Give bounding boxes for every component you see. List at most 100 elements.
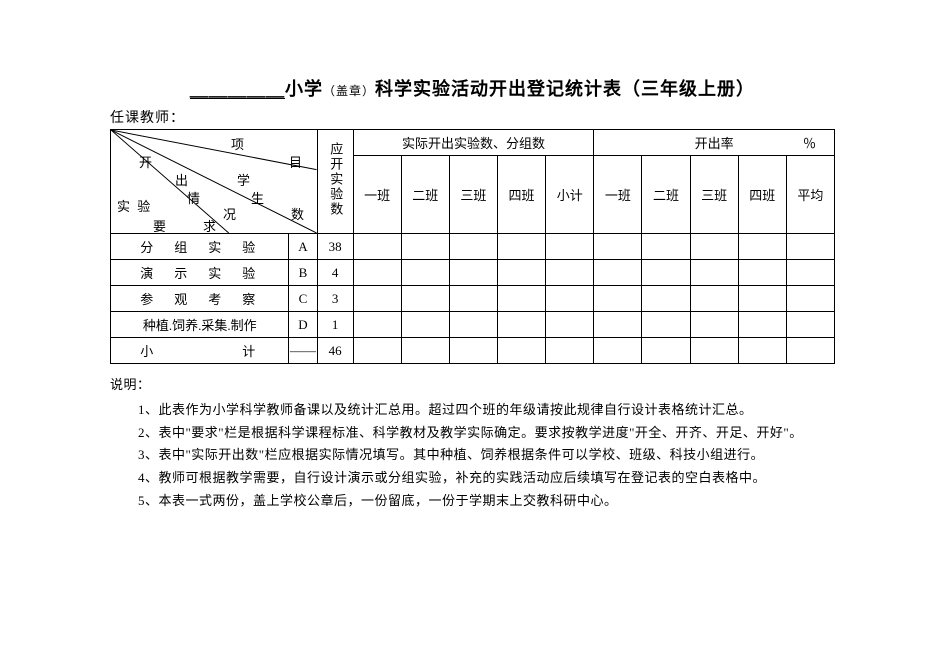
cell [498,312,546,338]
sub-col: 二班 [401,156,449,234]
row-label: 小 计 [111,338,289,364]
cell [401,312,449,338]
row-required: 4 [317,260,353,286]
row-required: 1 [317,312,353,338]
cell [738,234,786,260]
percent-sign: ％ [803,133,816,152]
cell [642,312,690,338]
cell [498,260,546,286]
row-label: 参 观 考 察 [111,286,289,312]
cell [690,260,738,286]
note-item: 2、表中"要求"栏是根据科学课程标准、科学教材及教学实际确定。要求按教学进度"开… [110,422,835,445]
diagonal-header: 项 目 开 出 学 情 生 实 验 况 数 要 求 [111,130,318,234]
diag-xue: 学 [237,170,250,189]
row-required: 38 [317,234,353,260]
table-row: 种植.饲养.采集.制作 D 1 [111,312,835,338]
row-label: 分 组 实 验 [111,234,289,260]
title-blank: ＿＿＿＿＿ [190,80,285,99]
cell [353,312,401,338]
sub-col: 平均 [786,156,834,234]
row-label: 种植.饲养.采集.制作 [111,312,289,338]
cell [498,234,546,260]
cell [786,286,834,312]
cell [738,338,786,364]
row-required: 46 [317,338,353,364]
cell [594,338,642,364]
diag-yaoqiu: 要 求 [153,216,228,235]
diag-shiyan: 实 验 [117,196,152,215]
cell [786,260,834,286]
sub-col: 四班 [498,156,546,234]
diag-shu: 数 [291,204,304,223]
diag-chu: 出 [175,170,188,189]
cell [353,234,401,260]
sub-col: 一班 [353,156,401,234]
cell [401,260,449,286]
sub-col: 二班 [642,156,690,234]
cell [449,338,497,364]
cell [786,234,834,260]
row-code: B [289,260,317,286]
cell [786,312,834,338]
cell [546,260,594,286]
cell [449,312,497,338]
row-code: C [289,286,317,312]
row-code: —— [289,338,317,364]
page-title: ＿＿＿＿＿小学（盖章）科学实验活动开出登记统计表（三年级上册） [110,75,835,101]
cell [546,286,594,312]
cell [353,260,401,286]
cell [546,234,594,260]
cell [401,338,449,364]
sub-col: 三班 [449,156,497,234]
cell [786,338,834,364]
diag-mu: 目 [289,152,302,171]
table-row: 分 组 实 验 A 38 [111,234,835,260]
sub-col: 三班 [690,156,738,234]
cell [594,286,642,312]
title-stamp: （盖章） [323,84,375,98]
sub-col: 小计 [546,156,594,234]
cell [449,234,497,260]
cell [546,312,594,338]
sub-col: 四班 [738,156,786,234]
diag-xiang: 项 [231,134,244,153]
cell [738,260,786,286]
title-school: 小学 [285,79,323,99]
cell [690,286,738,312]
notes-block: 说明： 1、此表作为小学科学教师备课以及统计汇总用。超过四个班的年级请按此规律自… [110,374,835,513]
note-item: 5、本表一式两份，盖上学校公章后，一份留底，一份于学期末上交教科研中心。 [110,490,835,513]
group2-header: 开出率 ％ [594,130,835,156]
diag-qing: 情 [187,188,200,207]
cell [546,338,594,364]
cell [642,338,690,364]
table-row: 小 计 —— 46 [111,338,835,364]
diag-kai: 开 [139,152,152,171]
note-item: 3、表中"实际开出数"栏应根据实际情况填写。其中种植、饲养根据条件可以学校、班级… [110,444,835,467]
cell [594,234,642,260]
cell [642,260,690,286]
row-code: D [289,312,317,338]
cell [449,260,497,286]
title-rest: 科学实验活动开出登记统计表（三年级上册） [375,79,755,99]
note-item: 4、教师可根据教学需要，自行设计演示或分组实验，补充的实践活动应后续填写在登记表… [110,467,835,490]
cell [690,338,738,364]
cell [594,260,642,286]
experiment-table: 项 目 开 出 学 情 生 实 验 况 数 要 求 应开实验数 实际开出实验数、… [110,129,835,364]
cell [594,312,642,338]
cell [738,312,786,338]
cell [642,234,690,260]
table-row: 参 观 考 察 C 3 [111,286,835,312]
cell [353,286,401,312]
row-required: 3 [317,286,353,312]
cell [401,234,449,260]
cell [353,338,401,364]
notes-head: 说明： [110,374,835,397]
cell [690,234,738,260]
teacher-label: 任课教师： [110,107,835,127]
table-row: 演 示 实 验 B 4 [111,260,835,286]
cell [498,286,546,312]
cell [738,286,786,312]
diag-sheng: 生 [251,188,264,207]
note-item: 1、此表作为小学科学教师备课以及统计汇总用。超过四个班的年级请按此规律自行设计表… [110,399,835,422]
cell [642,286,690,312]
